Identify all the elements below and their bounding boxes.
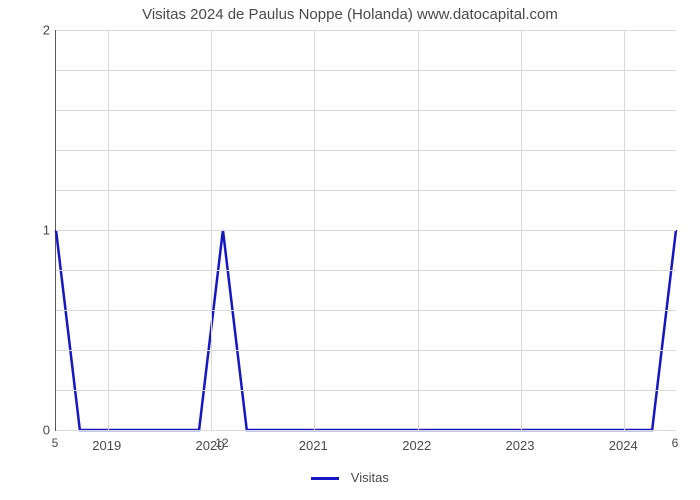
gridline-h: [56, 270, 676, 271]
legend-swatch: [311, 477, 339, 480]
gridline-h: [56, 350, 676, 351]
y-tick-label: 0: [10, 423, 50, 438]
value-label: 12: [215, 436, 228, 450]
chart-title: Visitas 2024 de Paulus Noppe (Holanda) w…: [0, 6, 700, 23]
legend-label: Visitas: [351, 470, 389, 485]
gridline-h: [56, 70, 676, 71]
gridline-v: [314, 30, 315, 430]
gridline-h: [56, 110, 676, 111]
gridline-v: [418, 30, 419, 430]
y-tick-label: 1: [10, 223, 50, 238]
gridline-h: [56, 390, 676, 391]
plot-area: [55, 30, 676, 431]
value-label: 6: [672, 436, 679, 450]
x-tick-label: 2019: [92, 438, 121, 453]
gridline-v: [521, 30, 522, 430]
x-tick-label: 2022: [402, 438, 431, 453]
x-tick-label: 2021: [299, 438, 328, 453]
chart-container: Visitas 2024 de Paulus Noppe (Holanda) w…: [0, 0, 700, 500]
gridline-h: [56, 230, 676, 231]
value-label: 5: [52, 436, 59, 450]
gridline-v: [108, 30, 109, 430]
legend: Visitas: [0, 470, 700, 485]
gridline-h: [56, 310, 676, 311]
gridline-v: [211, 30, 212, 430]
gridline-v: [624, 30, 625, 430]
x-tick-label: 2023: [506, 438, 535, 453]
x-tick-label: 2024: [609, 438, 638, 453]
gridline-h: [56, 190, 676, 191]
y-tick-label: 2: [10, 23, 50, 38]
gridline-h: [56, 30, 676, 31]
gridline-h: [56, 150, 676, 151]
gridline-h: [56, 430, 676, 431]
